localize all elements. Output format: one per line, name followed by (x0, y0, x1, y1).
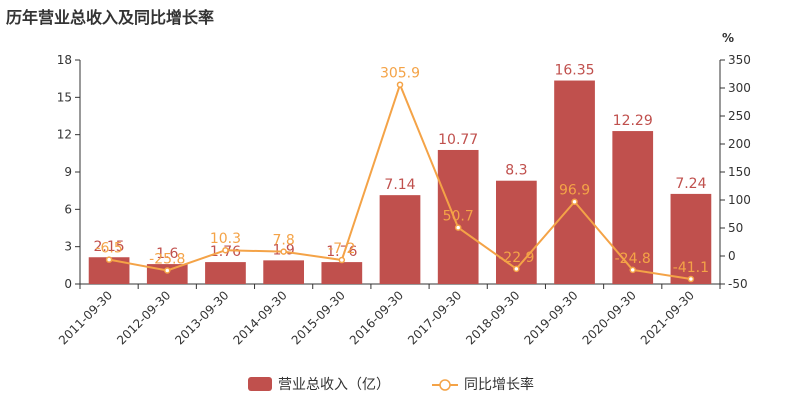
right-tick-label: 300 (728, 81, 751, 95)
right-tick-label: 200 (728, 137, 751, 151)
growth-value-label: -24.8 (615, 251, 651, 267)
right-tick-label: 250 (728, 109, 751, 123)
growth-value-label: -25.8 (149, 251, 185, 267)
right-tick-label: 150 (728, 165, 751, 179)
growth-point (396, 81, 404, 88)
growth-value-label: 10.3 (210, 231, 241, 247)
x-tick-label: 2020-09-30 (580, 288, 639, 347)
right-tick-label: 50 (728, 221, 743, 235)
left-tick-label: 9 (64, 165, 72, 179)
bar-value-label: 1.6 (156, 246, 178, 262)
bar (670, 193, 712, 284)
right-axis-unit: % (722, 31, 734, 45)
growth-value-label: 96.9 (559, 183, 590, 199)
growth-point (629, 266, 636, 274)
bar-value-label: 12.29 (613, 113, 653, 129)
right-tick-label: 0 (728, 249, 736, 263)
x-tick-label: 2012-09-30 (114, 288, 173, 347)
left-tick-label: 15 (57, 90, 72, 104)
growth-point (338, 256, 346, 264)
growth-value-label: -41.1 (673, 260, 709, 276)
x-tick-label: 2015-09-30 (289, 288, 348, 347)
growth-value-label: -22.9 (498, 250, 534, 266)
bar-value-label: 16.35 (554, 63, 594, 79)
growth-point (105, 256, 113, 263)
growth-point (280, 248, 287, 255)
left-tick-label: 6 (64, 202, 72, 216)
bar (612, 131, 654, 284)
bar (263, 260, 304, 284)
growth-value-label: -6.5 (95, 241, 122, 257)
right-tick-label: 350 (728, 53, 751, 67)
bar (321, 262, 363, 284)
growth-point (454, 224, 462, 231)
growth-value-label: 7.8 (273, 233, 295, 249)
x-tick-label: 2016-09-30 (347, 288, 406, 347)
x-tick-label: 2017-09-30 (405, 288, 464, 347)
growth-point (571, 198, 578, 205)
left-tick-label: 18 (57, 53, 72, 67)
x-tick-label: 2014-09-30 (231, 288, 290, 347)
bar (205, 262, 246, 284)
growth-point (164, 267, 171, 274)
left-tick-label: 12 (57, 128, 72, 142)
legend-bar-label: 营业总收入（亿） (278, 377, 390, 393)
bar-value-label: 2.15 (94, 239, 125, 255)
left-tick-label: 3 (64, 240, 72, 254)
bar-value-label: 7.24 (675, 176, 706, 192)
x-tick-label: 2021-09-30 (638, 288, 697, 347)
growth-point (513, 265, 520, 273)
growth-point (222, 246, 229, 254)
right-tick-label: 100 (728, 193, 751, 207)
x-tick-label: 2018-09-30 (463, 288, 522, 347)
growth-value-label: -7.2 (328, 241, 355, 257)
legend-line-label: 同比增长率 (464, 376, 534, 393)
bar-value-label: 10.77 (438, 132, 478, 148)
x-tick-label: 2019-09-30 (521, 288, 580, 347)
bar (379, 195, 421, 284)
growth-value-label: 305.9 (380, 66, 420, 82)
chart-title: 历年营业总收入及同比增长率 (6, 8, 215, 27)
right-tick-label: -50 (728, 277, 748, 291)
growth-value-label: 50.7 (443, 209, 474, 225)
bar-value-label: 7.14 (384, 177, 415, 193)
left-tick-label: 0 (64, 277, 72, 291)
growth-point (687, 275, 695, 283)
bar-value-label: 1.76 (326, 244, 357, 260)
legend-line-marker (439, 379, 451, 391)
x-tick-label: 2011-09-30 (56, 288, 115, 347)
bar (554, 80, 595, 285)
legend-bar-swatch (248, 377, 272, 391)
bar (437, 149, 479, 284)
x-tick-label: 2013-09-30 (172, 288, 231, 347)
bar-value-label: 8.3 (505, 163, 527, 179)
